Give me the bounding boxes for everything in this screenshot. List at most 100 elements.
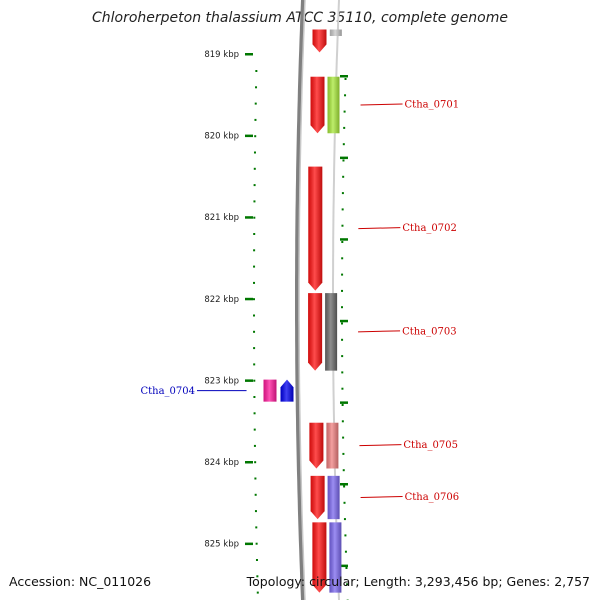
minor-tick — [344, 94, 347, 97]
label-leader-line — [358, 227, 401, 230]
gene-label-ctha_0702: Ctha_0702 — [402, 223, 457, 234]
minor-tick — [254, 461, 257, 464]
ctha_0704-cog-cog-block-shade — [263, 379, 277, 402]
ctha_0706-cds-arrow-shade — [310, 475, 325, 520]
minor-tick — [342, 469, 345, 472]
minor-tick — [342, 452, 345, 455]
minor-tick — [253, 233, 256, 235]
major-tick — [245, 53, 253, 56]
label-leader-line — [358, 330, 401, 333]
minor-tick — [341, 387, 344, 390]
major-tick — [245, 379, 253, 382]
ctha_0702-cds-arrow-shade — [308, 166, 323, 291]
minor-tick — [254, 102, 257, 105]
gene-label-ctha_0701: Ctha_0701 — [405, 100, 460, 111]
minor-tick — [253, 314, 256, 317]
major-tick — [245, 542, 253, 546]
minor-tick — [254, 477, 257, 480]
minor-tick — [344, 534, 347, 537]
minor-tick — [253, 151, 256, 154]
minor-tick — [255, 542, 258, 545]
minor-tick — [341, 322, 344, 325]
minor-tick — [341, 192, 344, 195]
minor-tick — [346, 583, 349, 586]
minor-tick — [253, 444, 256, 447]
minor-tick — [254, 118, 257, 121]
ctha_0701-cds-arrow-shade — [310, 76, 325, 134]
minor-tick — [341, 241, 344, 243]
minor-tick — [343, 485, 346, 488]
ctha_0705-cog-cog-block-shade — [326, 422, 339, 469]
backbone-arc — [295, 0, 305, 600]
minor-tick — [341, 420, 344, 423]
minor-tick — [343, 518, 346, 521]
minor-tick — [342, 436, 345, 439]
minor-tick — [343, 110, 346, 113]
map-title: Chloroherpeton thalassium ATCC 35110, co… — [92, 10, 508, 26]
minor-tick — [253, 167, 256, 170]
minor-tick — [341, 273, 344, 276]
ctha_0706-cog-cog-block-shade — [327, 475, 340, 520]
accession-text: Accession: NC_011026 — [9, 574, 152, 589]
tick-label: 823 kbp — [204, 376, 239, 386]
minor-tick — [343, 126, 346, 129]
major-tick — [245, 134, 253, 138]
minor-tick — [344, 550, 347, 553]
major-tick — [245, 216, 253, 219]
minor-tick — [254, 493, 257, 496]
minor-tick — [341, 404, 344, 406]
label-leader-line — [360, 103, 403, 106]
minor-tick — [253, 347, 256, 350]
minor-tick — [255, 70, 258, 72]
minor-tick — [341, 208, 344, 211]
minor-tick — [341, 224, 344, 227]
minor-tick — [345, 567, 348, 569]
minor-tick — [255, 559, 258, 561]
minor-tick — [253, 281, 256, 284]
tick-label: 824 kbp — [204, 458, 239, 468]
minor-tick — [341, 289, 344, 292]
unnamed-cds-arrow-shade — [312, 522, 327, 593]
unnamed-cog-block-shade — [329, 522, 342, 593]
minor-tick — [253, 216, 256, 219]
major-tick — [340, 483, 348, 486]
minor-tick — [254, 135, 257, 138]
ctha_0704-cds-arrow-shade — [280, 379, 294, 402]
genome-summary-text: Topology: circular; Length: 3,293,456 bp… — [246, 574, 590, 589]
minor-tick — [253, 200, 256, 203]
minor-tick — [253, 265, 256, 268]
tick-label: 822 kbp — [204, 295, 239, 305]
major-tick — [340, 319, 348, 323]
minor-tick — [341, 371, 344, 374]
minor-tick — [341, 338, 344, 341]
unnamed-cds-arrow-shade — [312, 29, 327, 53]
minor-tick — [253, 428, 256, 431]
minor-tick — [253, 330, 256, 333]
minor-tick — [342, 159, 345, 162]
tick-label: 820 kbp — [204, 132, 239, 142]
minor-tick — [341, 306, 344, 309]
minor-tick — [341, 257, 344, 260]
tick-label: 825 kbp — [204, 540, 239, 550]
gene-label-ctha_0704: Ctha_0704 — [140, 386, 195, 397]
minor-tick — [253, 249, 256, 252]
minor-tick — [255, 86, 258, 89]
major-tick — [340, 238, 348, 241]
ctha_0701-cog-cog-block-shade — [327, 76, 340, 134]
minor-tick — [253, 412, 256, 415]
minor-tick — [253, 363, 256, 366]
minor-tick — [254, 510, 257, 513]
backbone-highlight — [298, 0, 306, 600]
minor-tick — [343, 501, 346, 504]
minor-tick — [342, 143, 345, 146]
ctha_0705-cds-arrow-shade — [309, 422, 324, 469]
minor-tick — [255, 526, 258, 529]
major-tick — [245, 297, 253, 301]
ctha_0703-cds-arrow-shade — [308, 293, 323, 371]
major-tick — [340, 564, 348, 568]
label-leader-line — [360, 495, 403, 498]
major-tick — [340, 401, 348, 404]
minor-tick — [256, 575, 259, 578]
gene-label-ctha_0706: Ctha_0706 — [405, 492, 460, 503]
